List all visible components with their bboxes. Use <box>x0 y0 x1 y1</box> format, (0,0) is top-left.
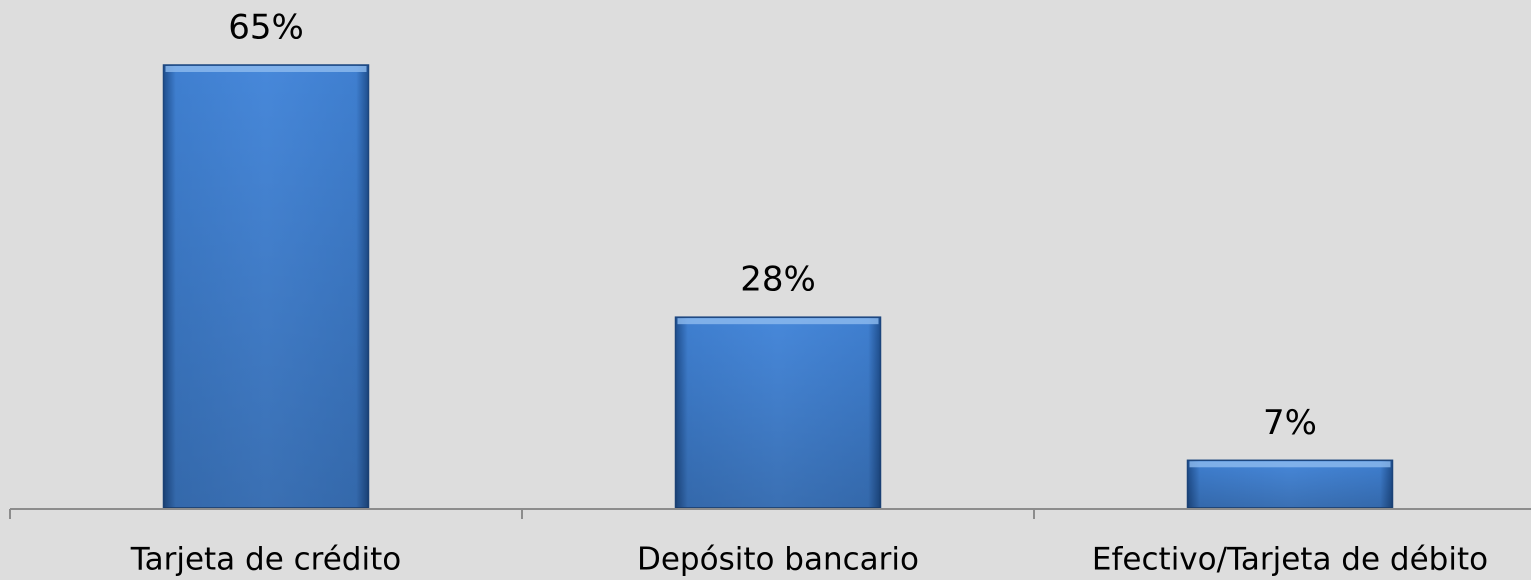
bar-bevel <box>165 66 367 72</box>
value-label: 65% <box>228 8 304 48</box>
bar-bevel <box>1189 461 1391 468</box>
value-label: 7% <box>1263 403 1317 443</box>
bar-group <box>674 316 882 509</box>
x-tick-label: Depósito bancario <box>637 542 919 578</box>
bar-shade <box>675 317 881 508</box>
bar-group <box>1186 459 1394 509</box>
x-tick-label: Efectivo/Tarjeta de débito <box>1092 542 1488 578</box>
bar-group <box>162 64 370 509</box>
bar-shade <box>1187 460 1393 508</box>
bar-shade <box>163 65 369 508</box>
bar-bevel <box>677 318 879 325</box>
x-tick-label: Tarjeta de crédito <box>130 542 401 578</box>
value-label: 28% <box>740 260 816 300</box>
